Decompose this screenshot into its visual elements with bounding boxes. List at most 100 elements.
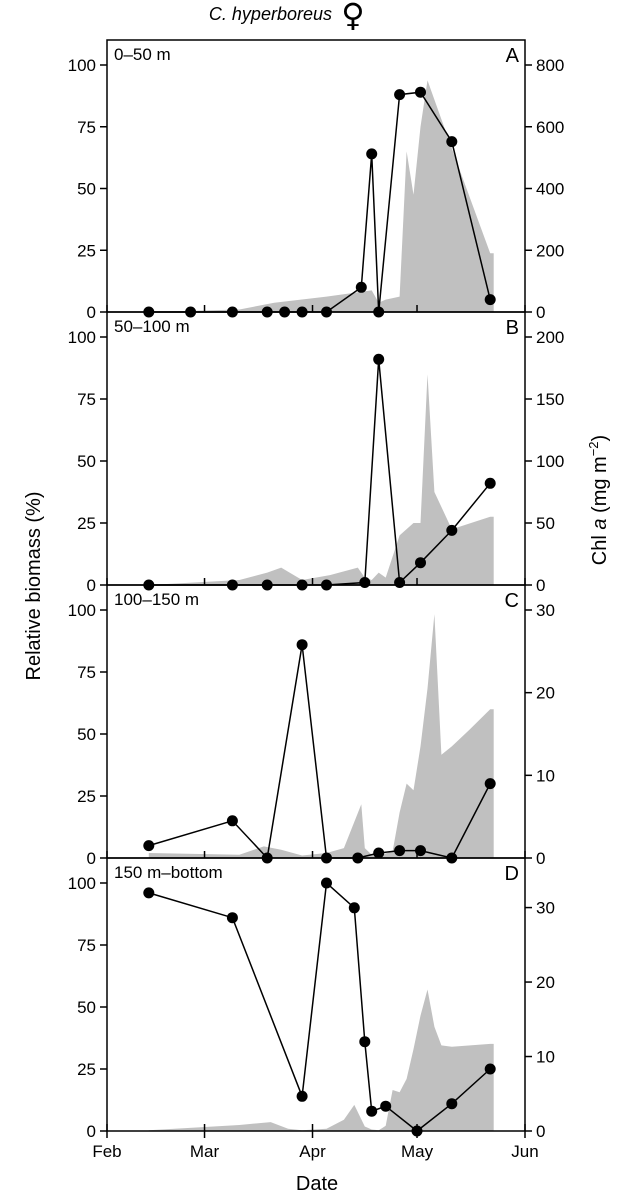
biomass-point — [446, 524, 458, 536]
figure-title: C. hyperboreus — [209, 4, 332, 24]
biomass-point — [446, 1098, 458, 1110]
panel-a: 0 25 50 75 100 0 200 400 600 800 0–50 m A — [68, 39, 564, 322]
biomass-point — [348, 902, 360, 914]
right-tick-label: 0 — [536, 1122, 545, 1141]
left-tick-label: 75 — [77, 390, 96, 409]
right-axis-label-close: ) — [589, 435, 611, 442]
left-tick-label: 25 — [77, 514, 96, 533]
x-tick-label: May — [401, 1142, 434, 1161]
left-tick-label: 25 — [77, 787, 96, 806]
biomass-point — [484, 294, 496, 306]
panel-d: 0 25 50 75 100 0 10 20 30 Feb Mar Apr May Jun 150 m–bo… — [68, 857, 555, 1161]
biomass-point — [484, 477, 496, 489]
right-tick-label: 0 — [536, 849, 545, 868]
left-tick-label: 0 — [87, 576, 96, 595]
left-tick-label: 25 — [77, 241, 96, 260]
biomass-point — [484, 778, 496, 790]
right-tick-label: 10 — [536, 1048, 555, 1067]
x-tick-label: Mar — [190, 1142, 220, 1161]
left-tick-label: 50 — [77, 452, 96, 471]
right-tick-label: 400 — [536, 180, 564, 199]
right-tick-label: 20 — [536, 684, 555, 703]
left-tick-label: 50 — [77, 725, 96, 744]
chl-area — [148, 374, 494, 585]
panel-letter: B — [506, 317, 519, 339]
left-tick-label: 0 — [87, 849, 96, 868]
biomass-point — [226, 912, 238, 924]
biomass-point — [226, 815, 238, 827]
left-tick-label: 75 — [77, 936, 96, 955]
biomass-point — [394, 577, 406, 588]
depth-label: 150 m–bottom — [114, 863, 223, 882]
biomass-point — [446, 136, 458, 148]
left-tick-label: 50 — [77, 180, 96, 199]
panel-letter: A — [506, 45, 520, 67]
biomass-point — [373, 847, 385, 859]
panel-letter: C — [505, 590, 519, 612]
right-tick-label: 200 — [536, 241, 564, 260]
left-axis-label: Relative biomass (%) — [23, 492, 45, 681]
right-tick-label: 800 — [536, 56, 564, 75]
biomass-point — [366, 1105, 378, 1117]
biomass-point — [296, 1090, 308, 1102]
female-symbol: ♀ — [341, 0, 364, 34]
left-tick-label: 100 — [68, 56, 96, 75]
biomass-point — [484, 1063, 496, 1075]
biomass-point — [380, 1100, 392, 1112]
biomass-point — [366, 148, 378, 160]
x-tick-label: Apr — [299, 1142, 326, 1161]
depth-label: 50–100 m — [114, 317, 190, 336]
right-axis-label-prefix: Chl — [589, 530, 611, 566]
panel-c: 0 25 50 75 100 0 10 20 30 100–150 m C — [68, 584, 555, 868]
depth-label: 0–50 m — [114, 45, 171, 64]
right-tick-label: 20 — [536, 973, 555, 992]
left-tick-label: 100 — [68, 874, 96, 893]
x-axis-label: Date — [296, 1173, 338, 1195]
biomass-point — [359, 577, 371, 588]
right-tick-label: 150 — [536, 390, 564, 409]
left-tick-label: 100 — [68, 601, 96, 620]
panel-frame — [106, 857, 526, 1132]
right-tick-label: 600 — [536, 118, 564, 137]
biomass-point — [321, 877, 332, 889]
biomass-point — [143, 887, 155, 899]
chl-area — [148, 989, 494, 1131]
biomass-point — [359, 1036, 371, 1048]
x-tick-label: Jun — [511, 1142, 538, 1161]
biomass-point — [296, 639, 308, 651]
left-tick-label: 75 — [77, 663, 96, 682]
right-axis-label-unit: (mg m — [589, 456, 611, 518]
right-tick-label: 0 — [536, 576, 545, 595]
right-axis-label-italic: a — [589, 519, 611, 530]
biomass-point — [355, 281, 367, 293]
x-tick-label: Feb — [92, 1142, 121, 1161]
right-axis-label-sup: −2 — [586, 441, 601, 456]
biomass-point — [373, 353, 385, 365]
right-tick-label: 30 — [536, 601, 555, 620]
left-tick-label: 50 — [77, 998, 96, 1017]
right-tick-label: 100 — [536, 452, 564, 471]
right-tick-label: 10 — [536, 766, 555, 785]
depth-label: 100–150 m — [114, 590, 199, 609]
biomass-point — [394, 89, 406, 101]
panel-b: 0 25 50 75 100 0 50 100 150 200 50–100 m B — [68, 311, 564, 595]
right-tick-label: 50 — [536, 514, 555, 533]
chl-area — [148, 80, 494, 313]
left-tick-label: 0 — [87, 303, 96, 322]
left-tick-label: 0 — [87, 1122, 96, 1141]
biomass-point — [394, 845, 406, 857]
biomass-point — [143, 840, 155, 852]
left-tick-label: 75 — [77, 118, 96, 137]
panel-letter: D — [505, 863, 519, 885]
figure-header: C. hyperboreus ♀ — [209, 0, 365, 34]
chl-area — [148, 614, 494, 858]
right-axis-label: Chl a (mg m−2) — [586, 435, 611, 565]
biomass-point — [411, 1125, 423, 1137]
right-tick-label: 0 — [536, 303, 545, 322]
biomass-point — [415, 845, 426, 857]
left-tick-label: 25 — [77, 1060, 96, 1079]
right-tick-label: 200 — [536, 328, 564, 347]
biomass-point — [415, 557, 426, 569]
